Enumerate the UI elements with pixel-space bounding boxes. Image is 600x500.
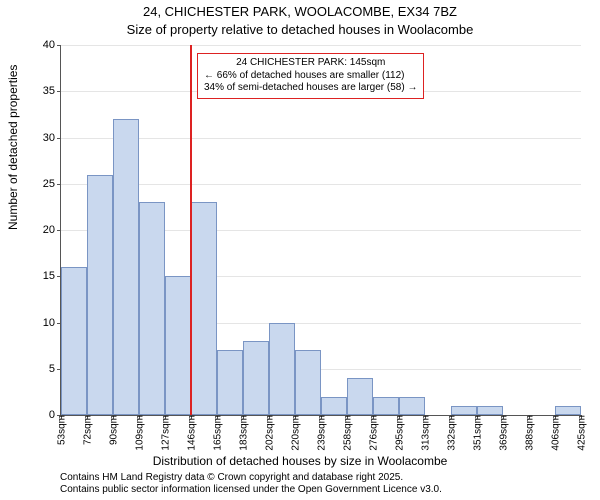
xtick-label: 239sqm — [315, 415, 328, 451]
histogram-bar — [295, 350, 321, 415]
xtick-label: 53sqm — [55, 415, 68, 445]
histogram-bar — [347, 378, 373, 415]
xtick-label: 183sqm — [237, 415, 250, 451]
histogram-bar — [191, 202, 217, 415]
xtick-label: 202sqm — [263, 415, 276, 451]
x-axis-label: Distribution of detached houses by size … — [0, 454, 600, 468]
footer-line-2: Contains public sector information licen… — [60, 484, 442, 496]
xtick-label: 258sqm — [341, 415, 354, 451]
histogram-bar — [555, 406, 581, 415]
annotation-line: 24 CHICHESTER PARK: 145sqm — [204, 57, 417, 70]
histogram-bar — [165, 276, 191, 415]
histogram-bar — [477, 406, 503, 415]
xtick-label: 406sqm — [549, 415, 562, 451]
ytick-label: 25 — [43, 178, 61, 190]
xtick-label: 425sqm — [575, 415, 588, 451]
chart-footer: Contains HM Land Registry data © Crown c… — [60, 472, 442, 496]
histogram-bar — [139, 202, 165, 415]
xtick-label: 388sqm — [523, 415, 536, 451]
ytick-label: 30 — [43, 132, 61, 144]
ytick-label: 40 — [43, 39, 61, 51]
xtick-label: 332sqm — [445, 415, 458, 451]
ytick-label: 5 — [49, 363, 61, 375]
plot-area: 051015202530354053sqm72sqm90sqm109sqm127… — [60, 45, 581, 416]
ytick-label: 20 — [43, 224, 61, 236]
annotation-line: 34% of semi-detached houses are larger (… — [204, 82, 417, 95]
histogram-bar — [217, 350, 243, 415]
histogram-bar — [321, 397, 347, 416]
xtick-label: 351sqm — [471, 415, 484, 451]
chart-title-main: 24, CHICHESTER PARK, WOOLACOMBE, EX34 7B… — [0, 4, 600, 19]
xtick-label: 127sqm — [159, 415, 172, 451]
histogram-bar — [269, 323, 295, 416]
histogram-bar — [399, 397, 425, 416]
grid-line — [61, 45, 581, 46]
annotation-box: 24 CHICHESTER PARK: 145sqm← 66% of detac… — [197, 53, 424, 99]
histogram-bar — [61, 267, 87, 415]
xtick-label: 146sqm — [185, 415, 198, 451]
xtick-label: 276sqm — [367, 415, 380, 451]
xtick-label: 220sqm — [289, 415, 302, 451]
xtick-label: 313sqm — [419, 415, 432, 451]
xtick-label: 109sqm — [133, 415, 146, 451]
grid-line — [61, 138, 581, 139]
xtick-label: 369sqm — [497, 415, 510, 451]
histogram-bar — [113, 119, 139, 415]
chart-container: 24, CHICHESTER PARK, WOOLACOMBE, EX34 7B… — [0, 0, 600, 500]
chart-title-sub: Size of property relative to detached ho… — [0, 22, 600, 37]
histogram-bar — [87, 175, 113, 416]
xtick-label: 90sqm — [107, 415, 120, 445]
histogram-bar — [451, 406, 477, 415]
footer-line-1: Contains HM Land Registry data © Crown c… — [60, 472, 442, 484]
annotation-line: ← 66% of detached houses are smaller (11… — [204, 70, 417, 83]
y-axis-label: Number of detached properties — [6, 65, 20, 230]
reference-line — [190, 45, 192, 415]
xtick-label: 72sqm — [81, 415, 94, 445]
xtick-label: 295sqm — [393, 415, 406, 451]
xtick-label: 165sqm — [211, 415, 224, 451]
ytick-label: 35 — [43, 85, 61, 97]
histogram-bar — [373, 397, 399, 416]
ytick-label: 15 — [43, 270, 61, 282]
grid-line — [61, 184, 581, 185]
ytick-label: 10 — [43, 317, 61, 329]
histogram-bar — [243, 341, 269, 415]
